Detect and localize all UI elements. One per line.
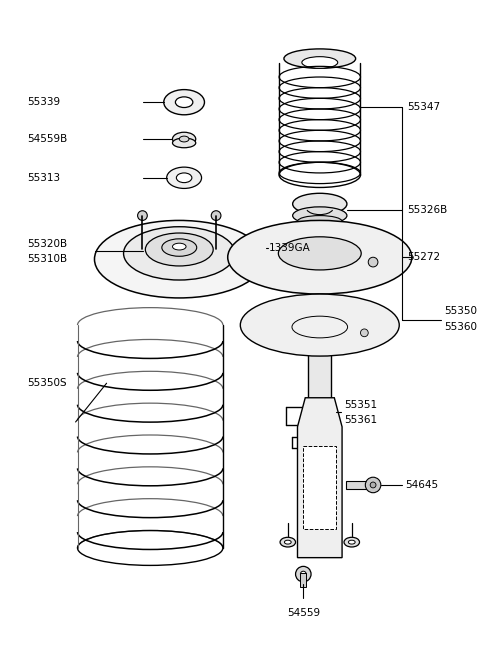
Text: 55326B: 55326B — [407, 205, 447, 215]
Ellipse shape — [298, 215, 342, 227]
Ellipse shape — [293, 193, 347, 215]
Ellipse shape — [293, 207, 347, 224]
Ellipse shape — [228, 221, 412, 294]
Text: 55350: 55350 — [444, 305, 477, 316]
Ellipse shape — [313, 225, 326, 232]
Ellipse shape — [278, 237, 361, 270]
Text: 54559: 54559 — [287, 608, 320, 618]
Ellipse shape — [240, 294, 399, 356]
Circle shape — [370, 482, 376, 488]
Bar — [308, 298, 331, 398]
Bar — [300, 573, 306, 587]
Ellipse shape — [179, 136, 189, 142]
Text: 54645: 54645 — [405, 480, 438, 490]
Ellipse shape — [176, 173, 192, 183]
Circle shape — [262, 241, 275, 254]
Ellipse shape — [95, 221, 264, 298]
Ellipse shape — [280, 537, 296, 547]
Text: 55272: 55272 — [407, 252, 440, 262]
Text: 55350S: 55350S — [27, 378, 67, 388]
Circle shape — [365, 477, 381, 493]
Ellipse shape — [284, 49, 356, 68]
Ellipse shape — [344, 537, 360, 547]
Circle shape — [265, 245, 271, 250]
Circle shape — [296, 567, 311, 582]
Text: 55339: 55339 — [27, 97, 60, 107]
Polygon shape — [303, 446, 336, 529]
Text: 55313: 55313 — [27, 173, 60, 183]
Ellipse shape — [172, 138, 196, 148]
Ellipse shape — [285, 540, 291, 544]
Bar — [346, 481, 373, 489]
Ellipse shape — [348, 540, 355, 544]
Ellipse shape — [175, 97, 193, 107]
Bar — [313, 228, 326, 296]
Text: 55351: 55351 — [344, 400, 377, 409]
Circle shape — [138, 211, 147, 221]
Circle shape — [211, 211, 221, 221]
Circle shape — [368, 257, 378, 267]
Ellipse shape — [308, 294, 331, 302]
Circle shape — [360, 329, 368, 337]
Text: 55361: 55361 — [344, 415, 377, 425]
Ellipse shape — [164, 90, 204, 115]
Ellipse shape — [123, 227, 235, 280]
Ellipse shape — [302, 56, 338, 68]
Ellipse shape — [145, 233, 213, 266]
Ellipse shape — [162, 239, 197, 256]
Polygon shape — [298, 398, 342, 557]
Text: 1339GA: 1339GA — [268, 242, 310, 253]
Text: 55360: 55360 — [444, 322, 477, 332]
Circle shape — [300, 571, 306, 577]
Ellipse shape — [167, 167, 202, 189]
Text: 55310B: 55310B — [27, 254, 67, 264]
Text: 54559B: 54559B — [27, 134, 67, 144]
Text: 55320B: 55320B — [27, 238, 67, 249]
Ellipse shape — [172, 132, 196, 146]
Text: 55347: 55347 — [407, 102, 440, 112]
Ellipse shape — [172, 243, 186, 250]
